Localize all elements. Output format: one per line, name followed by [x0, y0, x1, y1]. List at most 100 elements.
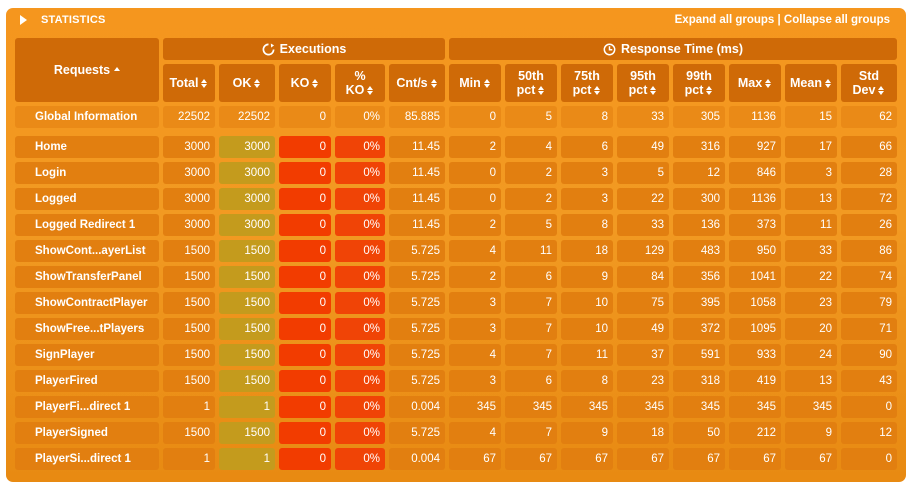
statistics-titlebar: STATISTICS Expand all groups | Collapse …: [6, 8, 906, 32]
cnt-s-cell: 5.725: [389, 318, 445, 340]
statistics-title[interactable]: STATISTICS: [41, 14, 106, 26]
p95-column-header[interactable]: 95th pct: [617, 64, 669, 102]
request-name-cell[interactable]: PlayerSigned: [15, 422, 159, 444]
p99-cell: 316: [673, 136, 725, 158]
cnt-s-cell: 11.45: [389, 214, 445, 236]
max-cell: 950: [729, 240, 781, 262]
request-name-cell[interactable]: ShowFree...tPlayers: [15, 318, 159, 340]
std-dev-cell: 28: [841, 162, 897, 184]
max-cell: 933: [729, 344, 781, 366]
ok-column-header[interactable]: OK: [219, 64, 275, 102]
mean-cell: 20: [785, 318, 837, 340]
requests-column-header[interactable]: Requests: [15, 38, 159, 102]
request-name-cell[interactable]: ShowTransferPanel: [15, 266, 159, 288]
total-column-header[interactable]: Total: [163, 64, 215, 102]
mean-cell: 24: [785, 344, 837, 366]
ko-cell: 0: [279, 188, 331, 210]
ko-column-header[interactable]: KO: [279, 64, 331, 102]
ko-cell: 0: [279, 240, 331, 262]
sort-arrows-icon: [430, 79, 438, 89]
ok-cell: 3000: [219, 162, 275, 184]
p50-cell: 5: [505, 106, 557, 128]
sort-arrows-icon: [650, 86, 657, 96]
ok-cell: 1500: [219, 240, 275, 262]
p75-column-header[interactable]: 75th pct: [561, 64, 613, 102]
executions-group-label: Executions: [279, 42, 347, 56]
p99-cell: 591: [673, 344, 725, 366]
p95-cell: 37: [617, 344, 669, 366]
p75-cell: 8: [561, 214, 613, 236]
triangle-right-icon[interactable]: [20, 15, 27, 25]
response-time-group-header: Response Time (ms): [449, 38, 897, 60]
p99-column-header[interactable]: 99th pct: [673, 64, 725, 102]
std-dev-column-header[interactable]: Std Dev: [841, 64, 897, 102]
total-cell: 1: [163, 448, 215, 470]
p99-cell: 356: [673, 266, 725, 288]
p50-cell: 7: [505, 292, 557, 314]
p50-cell: 67: [505, 448, 557, 470]
cnt-s-cell: 5.725: [389, 240, 445, 262]
p50-cell: 5: [505, 214, 557, 236]
expand-all-groups-link[interactable]: Expand all groups: [674, 14, 775, 26]
min-cell: 4: [449, 422, 501, 444]
min-cell: 2: [449, 136, 501, 158]
ko-pct-cell: 0%: [335, 188, 385, 210]
min-cell: 3: [449, 292, 501, 314]
std-dev-cell: 0: [841, 448, 897, 470]
request-name-cell[interactable]: Login: [15, 162, 159, 184]
ko-cell: 0: [279, 292, 331, 314]
request-name-cell[interactable]: PlayerSi...direct 1: [15, 448, 159, 470]
p95-cell: 33: [617, 106, 669, 128]
mean-cell: 13: [785, 370, 837, 392]
std-dev-cell: 86: [841, 240, 897, 262]
total-cell: 1500: [163, 240, 215, 262]
request-name-cell[interactable]: Logged: [15, 188, 159, 210]
p50-column-header[interactable]: 50th pct: [505, 64, 557, 102]
std-dev-cell: 0: [841, 396, 897, 418]
p95-cell: 49: [617, 136, 669, 158]
ok-header-label: OK: [232, 76, 252, 90]
ko-pct-cell: 0%: [335, 214, 385, 236]
request-name-cell[interactable]: ShowContractPlayer: [15, 292, 159, 314]
statistics-panel: STATISTICS Expand all groups | Collapse …: [6, 8, 906, 482]
mean-cell: 9: [785, 422, 837, 444]
mean-cell: 11: [785, 214, 837, 236]
std-dev-cell: 74: [841, 266, 897, 288]
sort-arrows-icon: [706, 86, 713, 96]
p50-cell: 7: [505, 422, 557, 444]
min-column-header[interactable]: Min: [449, 64, 501, 102]
request-name-cell[interactable]: ShowCont...ayerList: [15, 240, 159, 262]
cnt-s-cell: 11.45: [389, 136, 445, 158]
p75-cell: 10: [561, 318, 613, 340]
ok-cell: 22502: [219, 106, 275, 128]
max-cell: 345: [729, 396, 781, 418]
request-name-cell[interactable]: SignPlayer: [15, 344, 159, 366]
request-name-cell[interactable]: PlayerFi...direct 1: [15, 396, 159, 418]
total-cell: 22502: [163, 106, 215, 128]
total-cell: 1500: [163, 266, 215, 288]
request-name-cell[interactable]: Logged Redirect 1: [15, 214, 159, 236]
ko-cell: 0: [279, 448, 331, 470]
mean-cell: 17: [785, 136, 837, 158]
p50-cell: 2: [505, 162, 557, 184]
request-name-cell[interactable]: Home: [15, 136, 159, 158]
sort-arrows-icon: [594, 86, 601, 96]
max-cell: 67: [729, 448, 781, 470]
p50-cell: 7: [505, 344, 557, 366]
sort-arrows-icon: [201, 79, 208, 89]
collapse-all-groups-link[interactable]: Collapse all groups: [783, 14, 890, 26]
cnt-s-column-header[interactable]: Cnt/s: [389, 64, 445, 102]
p50-cell: 11: [505, 240, 557, 262]
request-name-cell[interactable]: Global Information: [15, 106, 159, 128]
request-name-cell[interactable]: PlayerFired: [15, 370, 159, 392]
p99-cell: 12: [673, 162, 725, 184]
min-cell: 4: [449, 344, 501, 366]
ko-pct-column-header[interactable]: % KO: [335, 64, 385, 102]
max-column-header[interactable]: Max: [729, 64, 781, 102]
mean-column-header[interactable]: Mean: [785, 64, 837, 102]
p99-cell: 67: [673, 448, 725, 470]
std-dev-cell: 72: [841, 188, 897, 210]
ko-pct-cell: 0%: [335, 106, 385, 128]
ko-pct-cell: 0%: [335, 344, 385, 366]
ok-cell: 1: [219, 448, 275, 470]
